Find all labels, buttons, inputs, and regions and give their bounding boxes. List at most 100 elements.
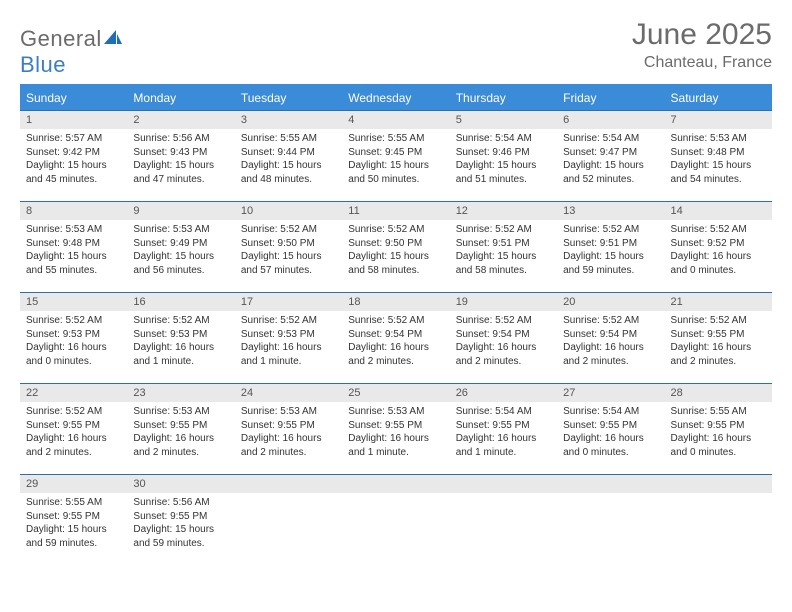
day-details: Sunrise: 5:52 AMSunset: 9:54 PMDaylight:… [342, 311, 449, 372]
daylight-line: Daylight: 16 hours and 2 minutes. [456, 341, 551, 368]
calendar-cell: 25Sunrise: 5:53 AMSunset: 9:55 PMDayligh… [342, 383, 449, 474]
day-number: 19 [450, 292, 557, 311]
daylight-line: Daylight: 16 hours and 2 minutes. [563, 341, 658, 368]
daylight-line: Daylight: 16 hours and 0 minutes. [671, 250, 766, 277]
calendar-cell: 22Sunrise: 5:52 AMSunset: 9:55 PMDayligh… [20, 383, 127, 474]
sunset-line: Sunset: 9:55 PM [671, 328, 766, 342]
sunset-line: Sunset: 9:45 PM [348, 146, 443, 160]
daylight-line: Daylight: 15 hours and 51 minutes. [456, 159, 551, 186]
daylight-line: Daylight: 15 hours and 58 minutes. [348, 250, 443, 277]
calendar-cell: 14Sunrise: 5:52 AMSunset: 9:52 PMDayligh… [665, 201, 772, 292]
daylight-line: Daylight: 15 hours and 59 minutes. [133, 523, 228, 550]
sunrise-line: Sunrise: 5:53 AM [671, 132, 766, 146]
page-subtitle: Chanteau, France [632, 54, 772, 72]
calendar-cell: 23Sunrise: 5:53 AMSunset: 9:55 PMDayligh… [127, 383, 234, 474]
day-number: 15 [20, 292, 127, 311]
daylight-line: Daylight: 15 hours and 56 minutes. [133, 250, 228, 277]
day-details: Sunrise: 5:53 AMSunset: 9:48 PMDaylight:… [20, 220, 127, 281]
sunrise-line: Sunrise: 5:52 AM [348, 314, 443, 328]
sunset-line: Sunset: 9:54 PM [348, 328, 443, 342]
calendar-cell [450, 474, 557, 565]
calendar-table: Sunday Monday Tuesday Wednesday Thursday… [20, 84, 772, 565]
title-block: June 2025 Chanteau, France [632, 18, 772, 72]
daylight-line: Daylight: 16 hours and 0 minutes. [563, 432, 658, 459]
calendar-cell: 20Sunrise: 5:52 AMSunset: 9:54 PMDayligh… [557, 292, 664, 383]
sunrise-line: Sunrise: 5:53 AM [241, 405, 336, 419]
day-details: Sunrise: 5:53 AMSunset: 9:48 PMDaylight:… [665, 129, 772, 190]
sunset-line: Sunset: 9:53 PM [241, 328, 336, 342]
daylight-line: Daylight: 15 hours and 58 minutes. [456, 250, 551, 277]
day-number: 25 [342, 383, 449, 402]
calendar-page: GeneralBlue June 2025 Chanteau, France S… [0, 0, 792, 575]
calendar-cell: 17Sunrise: 5:52 AMSunset: 9:53 PMDayligh… [235, 292, 342, 383]
day-number: 9 [127, 201, 234, 220]
calendar-cell: 8Sunrise: 5:53 AMSunset: 9:48 PMDaylight… [20, 201, 127, 292]
day-number: 5 [450, 110, 557, 129]
calendar-cell: 27Sunrise: 5:54 AMSunset: 9:55 PMDayligh… [557, 383, 664, 474]
day-details: Sunrise: 5:53 AMSunset: 9:49 PMDaylight:… [127, 220, 234, 281]
sunrise-line: Sunrise: 5:52 AM [671, 314, 766, 328]
daylight-line: Daylight: 16 hours and 1 minute. [133, 341, 228, 368]
calendar-cell: 26Sunrise: 5:54 AMSunset: 9:55 PMDayligh… [450, 383, 557, 474]
sunrise-line: Sunrise: 5:53 AM [348, 405, 443, 419]
page-title: June 2025 [632, 18, 772, 52]
day-details: Sunrise: 5:55 AMSunset: 9:44 PMDaylight:… [235, 129, 342, 190]
daylight-line: Daylight: 15 hours and 50 minutes. [348, 159, 443, 186]
sunrise-line: Sunrise: 5:54 AM [563, 132, 658, 146]
sunset-line: Sunset: 9:46 PM [456, 146, 551, 160]
calendar-cell: 9Sunrise: 5:53 AMSunset: 9:49 PMDaylight… [127, 201, 234, 292]
calendar-cell [342, 474, 449, 565]
day-details: Sunrise: 5:55 AMSunset: 9:55 PMDaylight:… [665, 402, 772, 463]
day-details: Sunrise: 5:53 AMSunset: 9:55 PMDaylight:… [235, 402, 342, 463]
day-details: Sunrise: 5:52 AMSunset: 9:55 PMDaylight:… [20, 402, 127, 463]
sunset-line: Sunset: 9:52 PM [671, 237, 766, 251]
daylight-line: Daylight: 15 hours and 59 minutes. [26, 523, 121, 550]
calendar-cell [235, 474, 342, 565]
sunrise-line: Sunrise: 5:55 AM [26, 496, 121, 510]
calendar-body: 1Sunrise: 5:57 AMSunset: 9:42 PMDaylight… [20, 110, 772, 565]
day-details: Sunrise: 5:52 AMSunset: 9:53 PMDaylight:… [235, 311, 342, 372]
day-number: 20 [557, 292, 664, 311]
day-details: Sunrise: 5:52 AMSunset: 9:50 PMDaylight:… [342, 220, 449, 281]
day-details: Sunrise: 5:52 AMSunset: 9:53 PMDaylight:… [20, 311, 127, 372]
calendar-cell [557, 474, 664, 565]
sunrise-line: Sunrise: 5:57 AM [26, 132, 121, 146]
calendar-cell: 3Sunrise: 5:55 AMSunset: 9:44 PMDaylight… [235, 110, 342, 201]
day-number: 28 [665, 383, 772, 402]
day-details: Sunrise: 5:52 AMSunset: 9:54 PMDaylight:… [557, 311, 664, 372]
calendar-cell: 18Sunrise: 5:52 AMSunset: 9:54 PMDayligh… [342, 292, 449, 383]
sunset-line: Sunset: 9:55 PM [133, 510, 228, 524]
sunrise-line: Sunrise: 5:52 AM [348, 223, 443, 237]
calendar-cell: 7Sunrise: 5:53 AMSunset: 9:48 PMDaylight… [665, 110, 772, 201]
sunrise-line: Sunrise: 5:55 AM [348, 132, 443, 146]
sunrise-line: Sunrise: 5:55 AM [671, 405, 766, 419]
day-number: 8 [20, 201, 127, 220]
sunset-line: Sunset: 9:55 PM [26, 510, 121, 524]
calendar-cell: 21Sunrise: 5:52 AMSunset: 9:55 PMDayligh… [665, 292, 772, 383]
sunset-line: Sunset: 9:51 PM [563, 237, 658, 251]
day-number: 10 [235, 201, 342, 220]
day-details: Sunrise: 5:52 AMSunset: 9:52 PMDaylight:… [665, 220, 772, 281]
day-details: Sunrise: 5:52 AMSunset: 9:50 PMDaylight:… [235, 220, 342, 281]
calendar-cell: 10Sunrise: 5:52 AMSunset: 9:50 PMDayligh… [235, 201, 342, 292]
sunrise-line: Sunrise: 5:53 AM [26, 223, 121, 237]
calendar-cell: 11Sunrise: 5:52 AMSunset: 9:50 PMDayligh… [342, 201, 449, 292]
day-number: 26 [450, 383, 557, 402]
sunrise-line: Sunrise: 5:52 AM [26, 405, 121, 419]
sunrise-line: Sunrise: 5:52 AM [456, 314, 551, 328]
header: GeneralBlue June 2025 Chanteau, France [20, 18, 772, 78]
sunrise-line: Sunrise: 5:53 AM [133, 405, 228, 419]
sunrise-line: Sunrise: 5:52 AM [671, 223, 766, 237]
calendar-cell: 12Sunrise: 5:52 AMSunset: 9:51 PMDayligh… [450, 201, 557, 292]
sunset-line: Sunset: 9:55 PM [26, 419, 121, 433]
daylight-line: Daylight: 16 hours and 2 minutes. [671, 341, 766, 368]
sunset-line: Sunset: 9:49 PM [133, 237, 228, 251]
logo-text-blue: Blue [20, 52, 66, 77]
sunset-line: Sunset: 9:42 PM [26, 146, 121, 160]
sunrise-line: Sunrise: 5:52 AM [26, 314, 121, 328]
calendar-cell: 6Sunrise: 5:54 AMSunset: 9:47 PMDaylight… [557, 110, 664, 201]
sunset-line: Sunset: 9:50 PM [348, 237, 443, 251]
calendar-cell: 1Sunrise: 5:57 AMSunset: 9:42 PMDaylight… [20, 110, 127, 201]
sunrise-line: Sunrise: 5:53 AM [133, 223, 228, 237]
sunset-line: Sunset: 9:43 PM [133, 146, 228, 160]
